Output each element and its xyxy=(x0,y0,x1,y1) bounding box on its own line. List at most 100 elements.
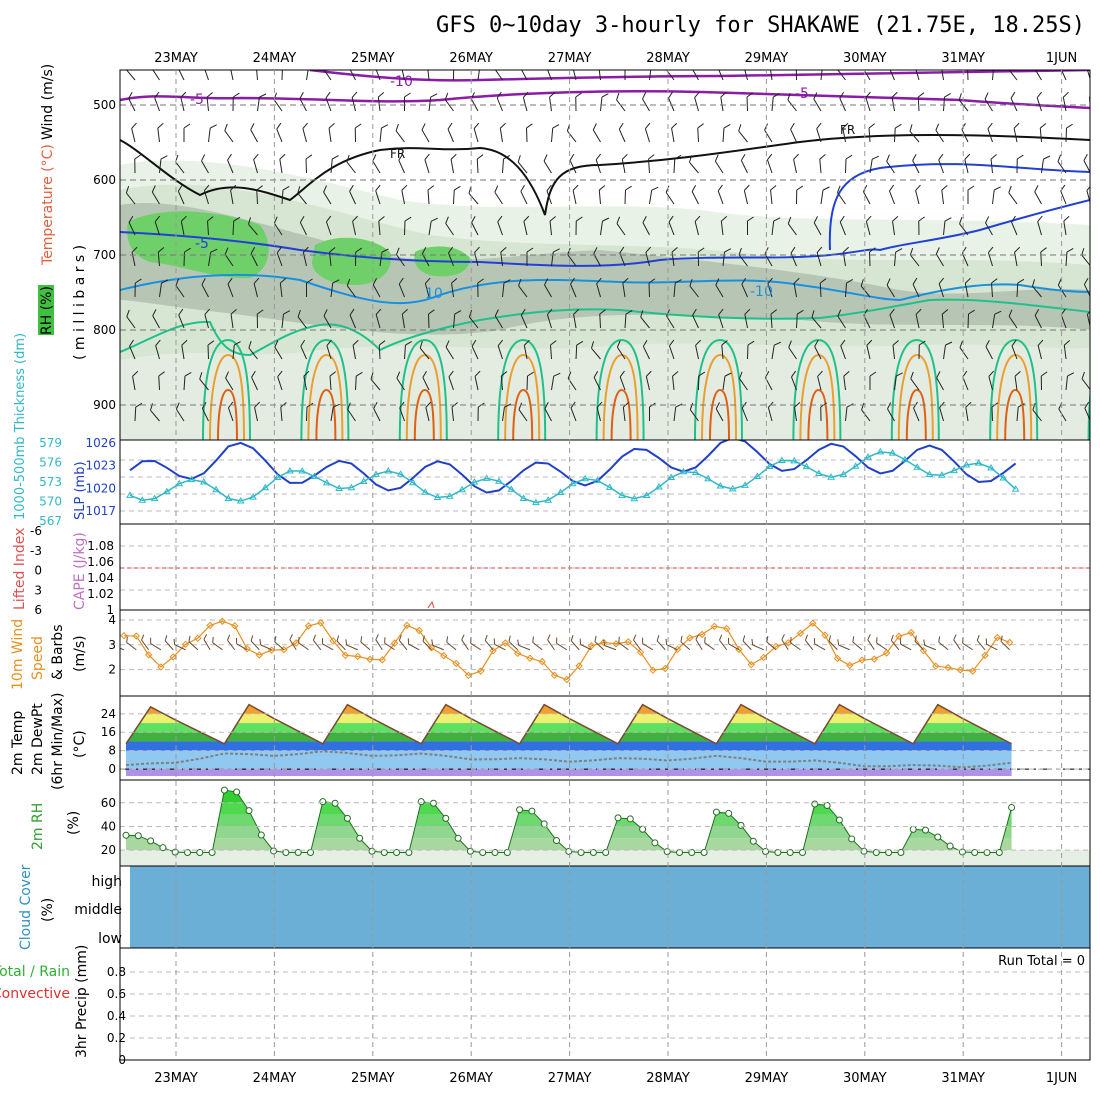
wind-barb-staff xyxy=(842,252,846,267)
tick-lifted-index: -6 xyxy=(30,524,42,538)
wind-barb-staff xyxy=(346,285,356,298)
wind-barb xyxy=(497,339,504,360)
wind10m-barb xyxy=(461,634,469,651)
wind-barb-staff xyxy=(206,97,209,112)
wind-barb xyxy=(451,277,458,298)
rh-band xyxy=(126,802,1012,815)
wind-barb xyxy=(909,124,920,143)
wind-barb xyxy=(306,70,310,81)
wind-barb-flag xyxy=(302,122,309,129)
wind-barb-staff xyxy=(546,314,552,329)
wind-barb xyxy=(965,401,972,422)
wind-barb-flag xyxy=(346,278,351,286)
wind-barb xyxy=(918,216,925,236)
thickness-marker xyxy=(544,496,553,503)
wind10m-barb xyxy=(923,639,936,651)
wind-barb xyxy=(673,279,682,298)
wind-barb-staff xyxy=(767,407,773,422)
wind-barb xyxy=(616,216,626,236)
wind-barb-staff xyxy=(224,130,234,143)
wind-barb-flag xyxy=(497,215,503,223)
wind-barb-staff xyxy=(549,221,552,236)
wind-barb-staff xyxy=(943,345,946,360)
wind-barb xyxy=(959,340,969,360)
wind-barb-staff xyxy=(378,344,381,360)
thickness-marker xyxy=(175,479,184,487)
wind-barb xyxy=(967,185,975,204)
wind-barb-flag xyxy=(276,122,282,130)
wind-barb-flag xyxy=(672,371,679,377)
wind10m-barb-flag xyxy=(289,634,293,640)
wind-barb-flag xyxy=(204,184,210,191)
wind-barb-flag xyxy=(473,122,480,129)
wind-barb-staff xyxy=(673,407,677,422)
wind-barb-flag xyxy=(645,370,652,377)
wind-barb xyxy=(1016,278,1025,298)
ylabel-slp: SLP (mb) xyxy=(73,461,88,520)
isotherm-20-loop xyxy=(709,388,730,440)
wind-barb-flag xyxy=(642,339,648,347)
wind-barb xyxy=(352,215,358,236)
wind-barb xyxy=(158,371,165,391)
wind-barb xyxy=(649,70,652,81)
cloud-level-middle: middle xyxy=(74,902,122,918)
wind-barb xyxy=(229,70,234,81)
wind-barb xyxy=(668,339,675,360)
wind-barb-staff xyxy=(396,377,405,391)
wind-barb-staff xyxy=(447,128,454,143)
thickness-marker xyxy=(322,478,331,486)
wind-barb-flag xyxy=(938,153,944,161)
wind-barb-flag xyxy=(134,154,141,160)
rh-marker xyxy=(380,849,388,857)
wind-barb-flag xyxy=(233,216,241,222)
wind10m-barb-staff xyxy=(656,640,666,651)
wind-speed-marker xyxy=(563,675,571,684)
li-frame xyxy=(119,523,1091,611)
wind10m-barb-staff xyxy=(604,645,617,651)
wind-barb xyxy=(889,184,895,205)
wind-barb-flag xyxy=(277,370,283,377)
wind-barb-flag xyxy=(1008,309,1013,317)
wind-speed-marker xyxy=(218,617,227,625)
wind10m-barb-flag xyxy=(227,634,231,641)
tick-cape: 1.02 xyxy=(87,587,114,601)
wind-speed-marker xyxy=(157,663,165,671)
date-label-top: 27MAY xyxy=(548,51,592,66)
tick-slp: 1017 xyxy=(85,504,116,518)
wind10m-barb xyxy=(164,635,174,651)
wind-barb-flag xyxy=(546,184,552,192)
wind-barb xyxy=(814,339,822,360)
thickness-marker xyxy=(458,485,466,493)
rh-marker xyxy=(516,806,524,814)
thickness-marker xyxy=(962,460,971,468)
wind-barb-staff xyxy=(419,347,430,360)
wind-barb xyxy=(888,70,895,81)
wind-barb-flag xyxy=(447,122,453,130)
wind-barb-flag xyxy=(912,277,918,285)
wind-barb xyxy=(208,124,217,143)
wind-barb-staff xyxy=(157,128,160,143)
wind-barb-flag xyxy=(398,153,404,161)
wind-barb-staff xyxy=(520,315,528,329)
wind-barb xyxy=(352,339,359,360)
rh2m-panel xyxy=(120,786,1090,866)
wind-barb-flag xyxy=(674,279,682,284)
wind-barb-staff xyxy=(152,315,160,329)
wind-barb xyxy=(941,185,948,205)
wind-barb-flag xyxy=(209,124,217,129)
wind-barb xyxy=(445,340,454,360)
rh-marker xyxy=(676,849,683,857)
wind-barb xyxy=(306,278,313,297)
wind10m-barb xyxy=(813,638,826,651)
wind10m-barb xyxy=(828,635,838,651)
wind-barb xyxy=(599,309,606,329)
wind-barb-flag xyxy=(323,185,328,193)
wind-barb xyxy=(471,215,479,236)
wind-barb-staff xyxy=(453,314,456,329)
wind-barb-flag xyxy=(738,124,742,132)
wind-barb-flag xyxy=(279,278,287,284)
wind-barb xyxy=(476,154,484,174)
wind-barb xyxy=(837,309,846,329)
wind10m-barb-staff xyxy=(805,639,814,651)
wind-barb-flag xyxy=(404,92,411,98)
